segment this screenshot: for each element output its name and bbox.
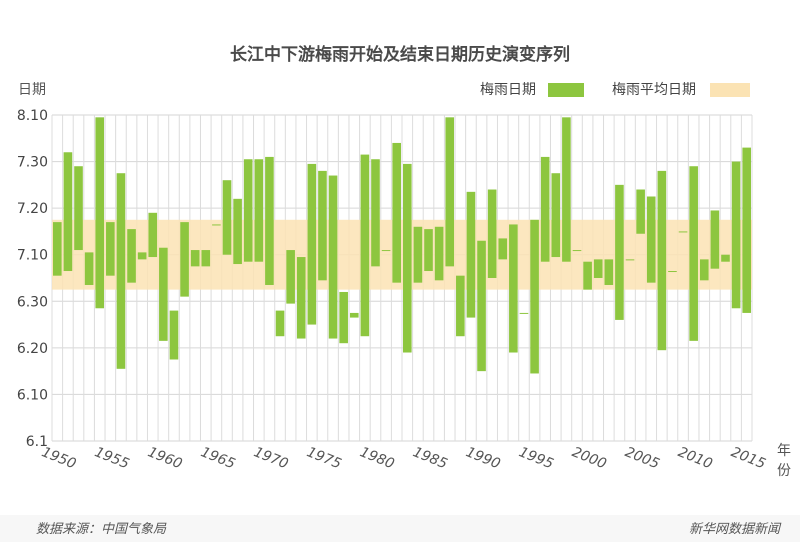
- bar-2006: [646, 196, 656, 283]
- bar-1982: [392, 142, 401, 283]
- bar-1961: [169, 310, 179, 360]
- bars-group: [53, 117, 751, 374]
- y-tick-label: 8.10: [17, 108, 48, 124]
- legend-label-rain: 梅雨日期: [480, 82, 536, 98]
- bar-1977: [339, 291, 348, 344]
- y-axis-label: 日期: [18, 82, 46, 98]
- bar-2012: [710, 210, 720, 269]
- bar-1958: [137, 252, 147, 260]
- legend: 梅雨日期 梅雨平均日期: [480, 82, 750, 98]
- y-tick-label: 6.10: [17, 387, 48, 403]
- bar-1960: [159, 247, 168, 341]
- bar-1962: [180, 222, 189, 297]
- bar-1951: [63, 152, 73, 272]
- bar-1970: [265, 156, 274, 285]
- bar-1976: [328, 175, 338, 339]
- bar-1981: [381, 250, 391, 252]
- bar-1974: [307, 163, 317, 325]
- bar-2008: [668, 271, 677, 273]
- bar-1999: [572, 250, 582, 252]
- bar-1965: [212, 224, 221, 226]
- legend-label-average: 梅雨平均日期: [612, 82, 696, 98]
- bar-2015: [742, 147, 751, 313]
- bar-1998: [562, 117, 571, 262]
- bar-1988: [456, 275, 465, 337]
- y-tick-label: 7.20: [17, 201, 48, 217]
- bar-1953: [84, 252, 94, 285]
- bar-2000: [583, 261, 592, 290]
- bar-1964: [201, 250, 211, 267]
- footer-source: 数据来源：中国气象局: [36, 522, 167, 537]
- bar-1950: [53, 222, 62, 276]
- legend-swatch-average: [710, 83, 750, 97]
- bar-1973: [296, 257, 306, 339]
- bar-1985: [424, 229, 433, 272]
- bar-1979: [360, 154, 370, 337]
- bar-1984: [413, 226, 423, 283]
- bar-1995: [530, 219, 539, 374]
- y-tick-labels: 6.1 6.10 6.20 6.30 7.10 7.20 7.30 8.10: [17, 108, 48, 450]
- bar-2001: [593, 259, 603, 278]
- bar-1959: [148, 212, 158, 258]
- bar-2005: [636, 189, 645, 234]
- y-tick-label: 6.20: [17, 341, 48, 357]
- bar-1997: [551, 173, 561, 258]
- bar-2003: [615, 184, 624, 320]
- bar-1972: [286, 250, 295, 304]
- bar-1956: [116, 173, 126, 369]
- average-band: [52, 219, 752, 290]
- bar-1980: [371, 159, 380, 267]
- legend-swatch-rain: [548, 83, 584, 97]
- bar-2002: [604, 259, 614, 285]
- y-tick-label: 7.10: [17, 248, 48, 264]
- y-tick-label: 6.1: [26, 434, 48, 450]
- bar-1983: [403, 163, 412, 353]
- bar-1986: [434, 226, 444, 281]
- bar-2010: [689, 166, 698, 341]
- bar-1967: [233, 198, 242, 265]
- bar-1952: [74, 166, 83, 251]
- x-axis-label-char: 份: [777, 463, 791, 479]
- bar-1978: [349, 312, 359, 318]
- average-band-rect: [52, 219, 752, 290]
- bar-2013: [721, 254, 730, 262]
- x-tick-labels: 1950 1955 1960 1965 1970 1975 1980 1985 1990 1995…: [39, 444, 768, 472]
- y-tick-label: 6.30: [17, 294, 48, 310]
- footer-bar: [0, 515, 800, 542]
- y-tick-label: 7.30: [17, 155, 48, 171]
- bar-2004: [625, 259, 635, 261]
- bar-1971: [275, 310, 285, 337]
- bar-1963: [190, 250, 200, 267]
- x-axis-label-char: 年: [777, 443, 791, 459]
- bar-1993: [509, 224, 518, 353]
- bar-1996: [540, 156, 550, 262]
- bar-1994: [519, 312, 529, 314]
- bar-2011: [699, 259, 709, 281]
- bar-1990: [477, 240, 486, 372]
- bar-1991: [487, 189, 497, 278]
- bar-1975: [318, 170, 327, 281]
- bar-1966: [222, 180, 232, 255]
- footer-brand: 新华网数据新闻: [689, 522, 782, 537]
- chart-title: 长江中下游梅雨开始及结束日期历史演变序列: [230, 44, 570, 65]
- bar-1989: [466, 191, 476, 318]
- bar-2009: [678, 231, 688, 233]
- x-axis-label: 年份: [777, 443, 791, 479]
- bar-1955: [106, 222, 115, 276]
- bar-1957: [127, 229, 136, 283]
- bar-1987: [445, 117, 455, 267]
- bar-2014: [731, 161, 741, 309]
- bar-1969: [254, 159, 264, 262]
- bar-2007: [657, 170, 667, 351]
- bar-1992: [498, 238, 508, 260]
- bar-1954: [95, 117, 105, 309]
- bar-1968: [243, 159, 253, 262]
